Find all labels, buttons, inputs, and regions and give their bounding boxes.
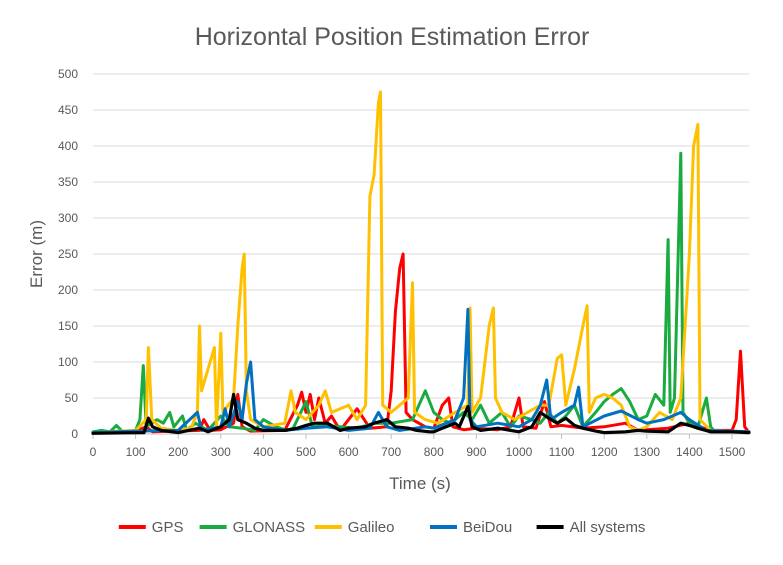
legend-label: Galileo: [348, 519, 395, 536]
y-tick-label: 150: [58, 319, 78, 333]
legend-item-galileo: Galileo: [314, 519, 395, 536]
chart-title: Horizontal Position Estimation Error: [195, 23, 590, 51]
x-tick-label: 0: [90, 445, 97, 459]
series-line-all-systems: [91, 392, 751, 435]
x-tick-label: 100: [126, 445, 146, 459]
x-tick-label: 1500: [719, 445, 746, 459]
y-tick-label: 50: [65, 391, 79, 405]
x-tick-label: 700: [381, 445, 401, 459]
y-tick-label: 450: [58, 103, 78, 117]
series-line-beidou: [91, 307, 751, 435]
legend-label: GPS: [152, 519, 184, 536]
x-tick-label: 1100: [549, 445, 575, 459]
y-tick-label: 350: [58, 175, 78, 189]
legend-label: All systems: [570, 519, 646, 536]
gridlines: [93, 73, 749, 399]
y-tick-label: 500: [58, 67, 78, 81]
series-line-glonass: [91, 151, 751, 434]
legend-label: GLONASS: [233, 519, 306, 536]
series-line-galileo: [91, 90, 751, 435]
x-tick-label: 600: [339, 445, 359, 459]
y-tick-label: 250: [58, 247, 78, 261]
y-tick-label: 300: [58, 211, 78, 225]
x-tick-label: 900: [466, 445, 486, 459]
x-axis-label: Time (s): [389, 474, 451, 493]
x-tick-label: 1300: [633, 445, 660, 459]
x-tick-label: 200: [168, 445, 188, 459]
x-tick-label: 1200: [591, 445, 618, 459]
legend: GPS GLONASS Galileo BeiDou All systems: [118, 519, 646, 536]
y-tick-label: 400: [58, 139, 78, 153]
legend-item-glonass: GLONASS: [199, 519, 306, 536]
legend-item-gps: GPS: [118, 519, 184, 536]
x-tick-label: 800: [424, 445, 444, 459]
legend-item-all-systems: All systems: [536, 519, 646, 536]
legend-label: BeiDou: [463, 519, 512, 536]
y-tick-label: 100: [58, 355, 78, 369]
axes: 0 50 100 150 200 250 300 350 400 450 500 0 100 200 300…: [58, 67, 749, 459]
x-tick-label: 500: [296, 445, 316, 459]
legend-item-beidou: BeiDou: [430, 519, 512, 536]
x-tick-label: 300: [211, 445, 231, 459]
y-tick-label: 200: [58, 283, 78, 297]
y-tick-label: 0: [71, 427, 78, 441]
x-tick-label: 1400: [676, 445, 703, 459]
y-axis-label: Error (m): [27, 220, 46, 288]
x-tick-label: 1000: [506, 445, 533, 459]
series-lines: [91, 90, 751, 435]
x-tick-label: 400: [253, 445, 273, 459]
